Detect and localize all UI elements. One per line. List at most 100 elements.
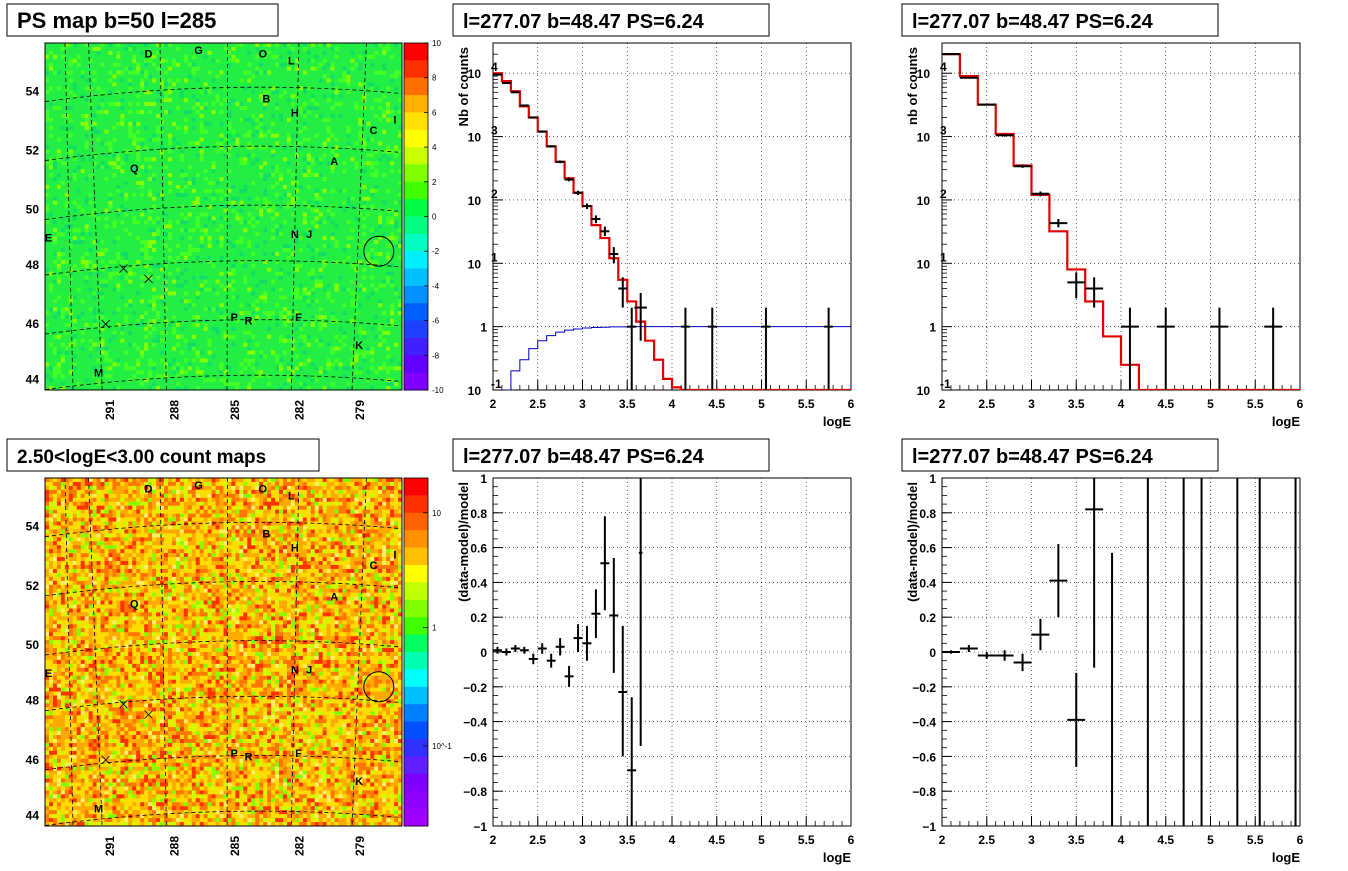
x-axis-label: logE: [1272, 850, 1300, 865]
colorbar-label: 0: [432, 213, 437, 222]
colorbar-label: -2: [432, 247, 440, 256]
y-tick-label: 0.2: [470, 611, 487, 625]
map-latitude-line: [44, 810, 403, 826]
data-point: [995, 650, 1014, 661]
map-latitude-label: 46: [26, 753, 40, 767]
data-point: [510, 645, 520, 652]
x-tick-label: 3.5: [1068, 833, 1085, 847]
map-source-label: D: [145, 483, 153, 495]
colorbar-label: 6: [432, 108, 437, 117]
data-point: [618, 625, 628, 757]
map-source-label: H: [291, 543, 299, 555]
map-title-box: [6, 438, 320, 472]
map-source-label: N: [291, 229, 299, 241]
map-longitude-label: 279: [353, 400, 367, 420]
map-latitude-line: [44, 521, 403, 538]
map-latitude-label: 52: [26, 579, 40, 593]
map-source-label: K: [355, 776, 363, 788]
data-point: [959, 645, 978, 652]
x-tick-label: 4: [1118, 833, 1125, 847]
map-source-label: G: [194, 480, 203, 492]
data-point: [564, 665, 574, 687]
y-tick-exponent: 4: [940, 60, 947, 74]
x-tick-label: 2.5: [529, 833, 546, 847]
data-point: [977, 103, 996, 106]
map-latitude-label: 54: [26, 520, 40, 534]
y-axis-label: (data-model)/model: [456, 482, 471, 602]
x-tick-label: 4.5: [708, 397, 725, 411]
chart-panel: l=277.07 b=48.47 PS=6.24 2 2.5 3 3.5 4 4.5 5 5.5…: [452, 3, 855, 429]
data-point: [1085, 277, 1104, 308]
data-point: [1210, 307, 1229, 390]
data-point: [528, 653, 538, 665]
y-tick-label: −0.2: [463, 681, 487, 695]
y-tick-exponent: 1: [491, 250, 498, 264]
map-latitude-line: [44, 640, 403, 656]
x-tick-label: 2.5: [978, 397, 995, 411]
map-longitude-label: 288: [167, 836, 181, 856]
map-latitude-line: [44, 260, 403, 276]
map-latitude-line: [44, 204, 403, 220]
map-latitude-label: 54: [26, 85, 40, 99]
y-tick-label: 0.2: [919, 611, 936, 625]
map-source-label: Q: [130, 598, 139, 610]
map-frame: [44, 477, 403, 827]
data-point: [1031, 618, 1050, 651]
x-tick-label: 4.5: [1157, 397, 1174, 411]
data-point: [1013, 653, 1032, 672]
data-point: [1067, 272, 1086, 299]
y-tick-label: 10: [917, 67, 931, 81]
data-point: [942, 53, 960, 56]
x-tick-label: 4: [1118, 397, 1125, 411]
data-point: [618, 277, 628, 308]
y-tick-label: 10: [468, 131, 482, 145]
map-latitude-line: [44, 581, 403, 597]
map-source-label: L: [288, 490, 295, 502]
x-tick-label: 3.5: [619, 833, 636, 847]
data-point: [680, 307, 690, 390]
map-source-label: Q: [130, 163, 139, 175]
map-source-label: O: [258, 483, 267, 495]
x-tick-label: 3: [579, 833, 586, 847]
map-source-label: R: [245, 751, 253, 763]
y-tick-label: −0.6: [463, 750, 487, 764]
data-point: [959, 76, 978, 79]
chart-series-group: [942, 53, 1300, 390]
y-tick-label: 0.8: [919, 507, 936, 521]
map-meridian-line: [64, 42, 74, 391]
data-point: [519, 646, 529, 654]
map-source-label: M: [94, 368, 103, 380]
chart-title: l=277.07 b=48.47 PS=6.24: [463, 11, 705, 33]
data-point: [1085, 478, 1104, 668]
x-tick-label: 3: [1028, 833, 1035, 847]
x-tick-label: 2: [490, 397, 497, 411]
chart-panel: l=277.07 b=48.47 PS=6.24 2 2.5 3 3.5 4 4.5 5 5.5…: [452, 438, 855, 865]
map-title: PS map b=50 l=285: [17, 8, 216, 33]
map-longitude-label: 285: [228, 836, 242, 856]
chart-panel: l=277.07 b=48.47 PS=6.24 2 2.5 3 3.5 4 4.5 5 5.5…: [901, 3, 1304, 429]
map-source-label: O: [258, 48, 267, 60]
data-point: [582, 203, 592, 209]
x-tick-label: 5: [1207, 833, 1214, 847]
chart-title-box: [452, 3, 770, 37]
map-source-label: D: [145, 48, 153, 60]
series-step-line: [942, 53, 1300, 390]
chart-title-box: [901, 3, 1219, 37]
map-title-box: [6, 3, 279, 37]
y-axis-label: Nb of counts: [456, 47, 471, 126]
y-tick-label: 0: [480, 646, 487, 660]
y-tick-label: 0.6: [919, 542, 936, 556]
y-tick-exponent: -1: [940, 377, 951, 391]
data-point: [555, 638, 565, 656]
data-point: [609, 247, 619, 264]
x-tick-label: 3.5: [619, 397, 636, 411]
map-meridian-line: [290, 42, 300, 391]
map-longitude-label: 285: [228, 400, 242, 420]
chart-series-group: [942, 478, 1297, 826]
map-colorbar: 10 1 10^-1: [403, 477, 452, 827]
x-tick-label: 3: [579, 397, 586, 411]
map-longitude-label: 291: [103, 836, 117, 856]
map-source-label: G: [194, 45, 203, 57]
